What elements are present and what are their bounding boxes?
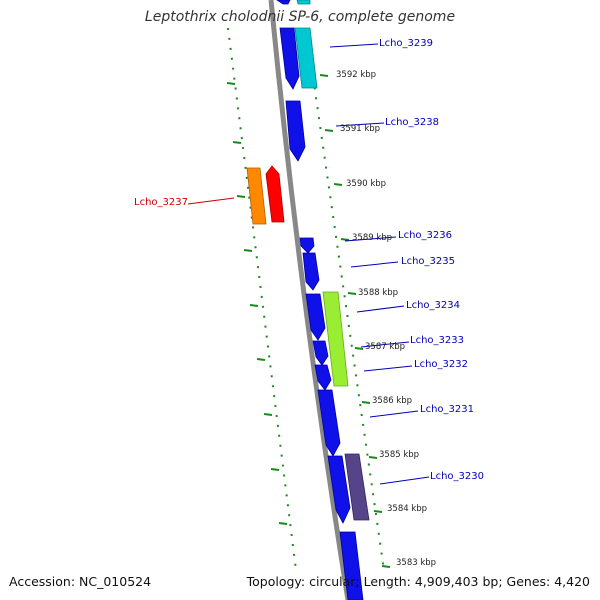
gene-label: Lcho_3234 — [406, 300, 460, 311]
kbp-tick-label: 3591 kbp — [340, 124, 380, 134]
accession-text: Accession: NC_010524 — [9, 574, 152, 589]
gene-label: Lcho_3237 — [134, 197, 188, 208]
gene-label: Lcho_3231 — [420, 404, 474, 415]
gene-label: Lcho_3230 — [430, 471, 484, 482]
genome-summary-text: Topology: circular; Length: 4,909,403 bp… — [246, 574, 590, 589]
gene-labels: Lcho_3239 Lcho_3238 Lcho_3237 Lcho_3236 … — [134, 38, 484, 482]
gc-track-left — [227, 27, 297, 571]
gene-lcho-3229 — [339, 531, 364, 600]
gene-lcho-3236 — [299, 237, 315, 254]
gene-label: Lcho_3235 — [401, 256, 455, 267]
kbp-tick-label: 3583 kbp — [396, 558, 436, 568]
kbp-tick-label: 3585 kbp — [379, 450, 419, 460]
gene-lcho-3234-cog — [322, 291, 349, 387]
kbp-tick-label: 3589 kbp — [352, 233, 392, 243]
kbp-tick-label: 3588 kbp — [358, 288, 398, 298]
gene-lcho-3232 — [314, 364, 332, 391]
gene-label: Lcho_3233 — [410, 335, 464, 346]
gene-lcho-3231 — [317, 389, 341, 457]
gene-label: Lcho_3238 — [385, 117, 439, 128]
gene-lcho-3238 — [285, 100, 306, 162]
gc-dash-marks — [226, 74, 391, 568]
gene-lcho-3239-fwd — [279, 27, 300, 90]
gene-lcho-3230-cog — [344, 453, 370, 521]
genome-backbone — [268, 0, 351, 600]
gene-lcho-3240 — [276, 0, 291, 5]
gene-lcho-3239-cog — [294, 27, 318, 89]
map-title: Leptothrix cholodnii SP-6, complete geno… — [144, 9, 456, 25]
gene-lcho-3235 — [302, 252, 320, 291]
gene-lcho-3233 — [312, 340, 329, 366]
kbp-labels: 3592 kbp 3591 kbp 3590 kbp 3589 kbp 3588… — [336, 70, 436, 568]
gene-lcho-3237-red — [265, 165, 285, 223]
kbp-tick-label: 3590 kbp — [346, 179, 386, 189]
gene-label: Lcho_3239 — [379, 38, 433, 49]
kbp-tick-label: 3587 kbp — [365, 342, 405, 352]
gc-track-right — [305, 27, 385, 571]
gene-label: Lcho_3232 — [414, 359, 468, 370]
forward-genes — [276, 0, 364, 600]
gene-lcho-3240-cog — [296, 0, 311, 5]
kbp-tick-label: 3584 kbp — [387, 504, 427, 514]
gene-label: Lcho_3236 — [398, 230, 452, 241]
gene-lcho-3237-orange — [246, 167, 267, 225]
leader-lines — [187, 43, 430, 485]
gene-lcho-3230-fwd — [327, 455, 351, 524]
kbp-tick-label: 3592 kbp — [336, 70, 376, 80]
kbp-tick-label: 3586 kbp — [372, 396, 412, 406]
gene-lcho-3234 — [305, 293, 326, 341]
